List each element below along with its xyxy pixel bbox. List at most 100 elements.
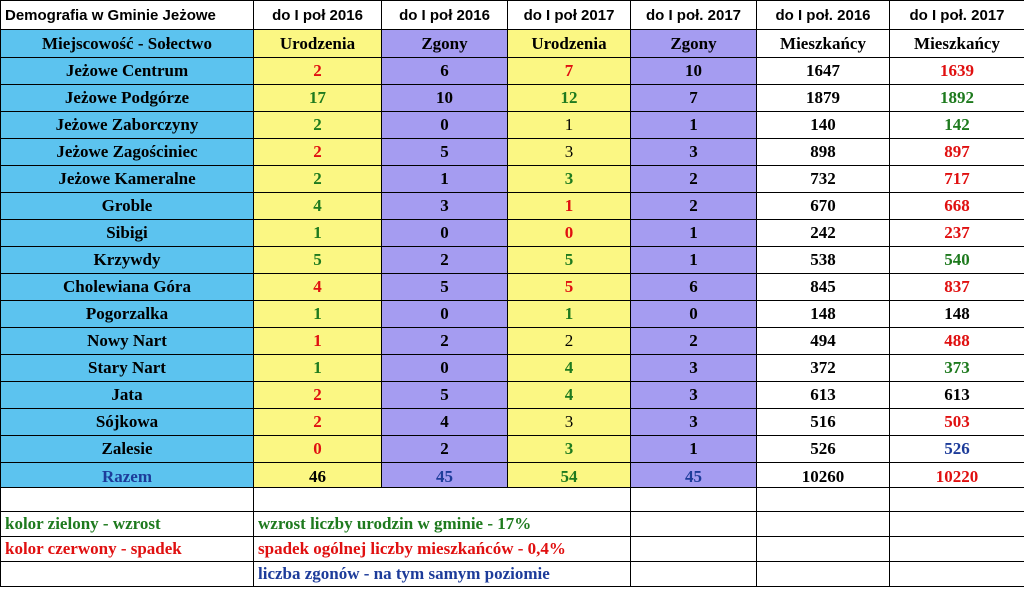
period-header: do I poł. 2016 [756,0,890,30]
residents-2016: 1879 [756,84,890,112]
total-label-value: Razem [101,466,153,486]
deaths-2016-value: 5 [440,277,449,296]
legend-empty [756,561,890,587]
births-2017: 3 [507,408,631,436]
legend-empty [889,561,1024,587]
births-2016: 0 [253,435,382,463]
deaths-2017: 3 [630,381,757,409]
period-header: do I poł 2017 [507,0,631,30]
deaths-2016-value: 0 [440,358,449,377]
births-2016-value: 2 [313,169,322,188]
residents-2016: 732 [756,165,890,193]
births-2017-value: 3 [564,439,574,458]
legend-row: kolor zielony - wzrost wzrost liczby uro… [0,511,1024,537]
deaths-header: Zgony [630,29,757,58]
births-2017-value: 4 [564,358,574,377]
residents-2016-value: 845 [810,277,836,296]
locality-name-value: Krzywdy [93,250,161,269]
births-2017: 1 [507,111,631,139]
residents-2017-value: 613 [944,385,970,404]
births-2017-value: 12 [560,88,578,107]
deaths-2016-value: 1 [440,169,449,188]
deaths-2016-value: 0 [440,115,449,134]
period-header: do I poł. 2017 [889,0,1024,30]
locality-name-value: Jeżowe Zaborczyny [55,115,199,134]
births-2016: 2 [253,111,382,139]
residents-header: Mieszkańcy [889,29,1024,58]
births-2017: 1 [507,300,631,328]
locality-header: Miejscowość - Sołectwo [0,29,254,58]
residents-2017: 668 [889,192,1024,220]
deaths-2016: 0 [381,111,508,139]
residents-2016-value: 1647 [806,61,840,80]
total-deaths-2017-value: 45 [685,466,702,486]
deaths-2016-value: 5 [440,385,449,404]
births-2017-value: 1 [564,115,574,134]
residents-2017-value: 668 [944,196,970,215]
legend-empty [756,487,890,512]
legend-empty [630,536,757,562]
table-row: Jeżowe Kameralne 2 1 3 2 732 717 [0,165,1024,193]
locality-name: Krzywdy [0,246,254,274]
table-row: Jeżowe Podgórze 17 10 12 7 1879 1892 [0,84,1024,112]
births-2016: 1 [253,219,382,247]
births-2017-value: 1 [564,196,574,215]
births-2016-value: 4 [313,196,322,215]
table-row: Cholewiana Góra 4 5 5 6 845 837 [0,273,1024,301]
births-2016-value: 2 [313,61,322,80]
residents-2017: 237 [889,219,1024,247]
note-deaths: liczba zgonów - na tym samym poziomie [253,561,631,587]
legend-empty [0,487,254,512]
total-label: Razem [0,462,254,491]
deaths-2017: 10 [630,57,757,85]
births-2017-value: 1 [564,304,574,323]
legend-empty [889,511,1024,537]
deaths-2016: 2 [381,246,508,274]
residents-2017-value: 373 [944,358,970,377]
residents-2017: 503 [889,408,1024,436]
column-header-row: Miejscowość - Sołectwo Urodzenia Zgony U… [0,29,1024,58]
births-2016: 1 [253,354,382,382]
births-header: Urodzenia [507,29,631,58]
births-2016-value: 1 [313,358,322,377]
residents-2016-value: 526 [810,439,836,458]
total-births-2016-value: 46 [309,466,326,486]
legend-red: kolor czerwony - spadek [0,536,254,562]
residents-2017: 488 [889,327,1024,355]
deaths-2016-value: 0 [440,304,449,323]
births-2016-value: 1 [313,331,322,350]
total-deaths-2016-value: 45 [436,466,453,486]
deaths-2016: 5 [381,273,508,301]
table-row: Jeżowe Zagościniec 2 5 3 3 898 897 [0,138,1024,166]
locality-name: Jeżowe Podgórze [0,84,254,112]
deaths-2016: 3 [381,192,508,220]
deaths-2016-value: 3 [440,196,449,215]
deaths-2017-value: 2 [689,169,698,188]
deaths-2017: 1 [630,435,757,463]
legend-row [0,487,1024,512]
births-2017-value: 2 [564,331,574,350]
deaths-2017-value: 3 [689,412,698,431]
residents-2017: 540 [889,246,1024,274]
residents-2016-value: 732 [810,169,836,188]
deaths-2016: 2 [381,435,508,463]
deaths-2017-value: 3 [689,358,698,377]
deaths-2016-value: 4 [440,412,449,431]
births-2016-value: 5 [313,250,322,269]
births-2016: 5 [253,246,382,274]
births-2016: 2 [253,165,382,193]
note-residents: spadek ogólnej liczby mieszkańców - 0,4% [253,536,631,562]
residents-2016-value: 242 [810,223,836,242]
deaths-2016: 5 [381,381,508,409]
deaths-2016-value: 2 [440,439,449,458]
deaths-2017-value: 3 [689,142,698,161]
total-births-2017: 54 [507,462,631,491]
births-2017-value: 3 [564,169,574,188]
residents-2016: 372 [756,354,890,382]
deaths-2017-value: 1 [689,115,698,134]
legend-row: liczba zgonów - na tym samym poziomie [0,561,1024,587]
locality-name-value: Jeżowe Kameralne [58,169,196,188]
births-2016-value: 2 [313,385,322,404]
births-2017: 5 [507,246,631,274]
residents-2016-value: 372 [810,358,836,377]
